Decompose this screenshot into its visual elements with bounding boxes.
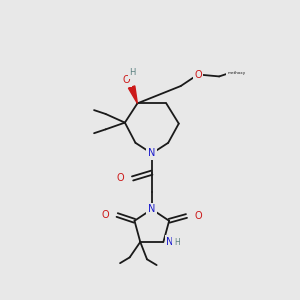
Text: H: H	[129, 68, 136, 77]
Polygon shape	[128, 86, 137, 104]
Text: H: H	[174, 238, 180, 247]
Text: O: O	[194, 211, 202, 221]
Text: N: N	[148, 148, 155, 158]
Text: N: N	[148, 204, 155, 214]
Text: O: O	[123, 75, 130, 85]
Text: N: N	[166, 237, 174, 247]
Text: O: O	[102, 210, 110, 220]
Text: O: O	[116, 173, 124, 184]
Text: O: O	[194, 70, 202, 80]
Text: methoxy: methoxy	[227, 70, 246, 75]
